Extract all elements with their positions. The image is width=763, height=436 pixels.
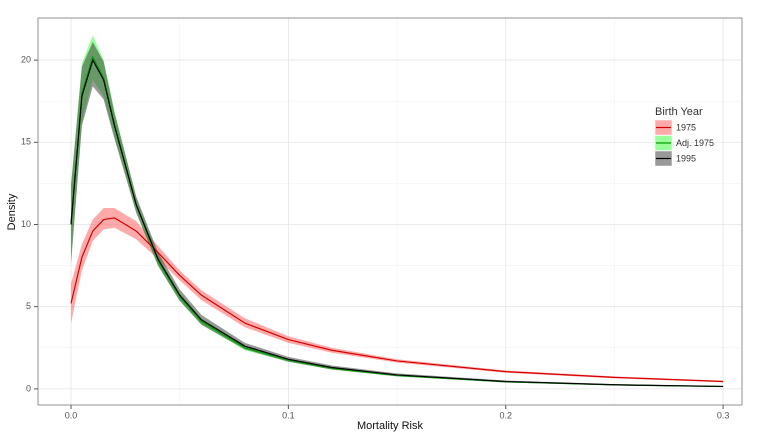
y-tick-label: 20 — [21, 54, 31, 64]
legend-label: 1975 — [676, 122, 696, 132]
x-tick-label: 0.3 — [717, 410, 730, 420]
line — [70, 217, 724, 383]
x-tick-label: 0.0 — [65, 410, 78, 420]
legend-label: 1995 — [676, 153, 696, 163]
y-tick-label: 0 — [26, 383, 31, 393]
x-tick-label: 0.2 — [499, 410, 512, 420]
y-tick-label: 15 — [21, 137, 31, 147]
plot-panel — [38, 18, 742, 405]
y-tick-label: 10 — [21, 219, 31, 229]
y-tick-label: 5 — [26, 301, 31, 311]
plot-border — [37, 17, 743, 406]
x-tick-label: 0.1 — [282, 410, 295, 420]
x-axis-label: Mortality Risk — [357, 420, 424, 432]
legend-label: Adj. 1975 — [676, 138, 714, 148]
legend-title: Birth Year — [655, 106, 703, 118]
line — [70, 58, 724, 388]
y-axis-label: Density — [6, 193, 18, 230]
